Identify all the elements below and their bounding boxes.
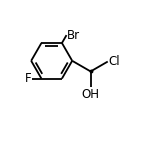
Text: Br: Br bbox=[67, 29, 80, 42]
Text: Cl: Cl bbox=[108, 55, 120, 68]
Text: F: F bbox=[25, 72, 32, 85]
Text: OH: OH bbox=[82, 88, 100, 101]
